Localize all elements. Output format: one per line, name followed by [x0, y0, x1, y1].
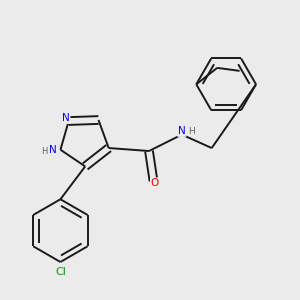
Text: N: N [62, 113, 70, 123]
Text: Cl: Cl [55, 267, 66, 278]
Text: H: H [188, 127, 195, 136]
Text: H: H [41, 147, 47, 156]
Text: N: N [178, 126, 186, 136]
Text: O: O [151, 178, 159, 188]
Text: N: N [49, 145, 57, 155]
